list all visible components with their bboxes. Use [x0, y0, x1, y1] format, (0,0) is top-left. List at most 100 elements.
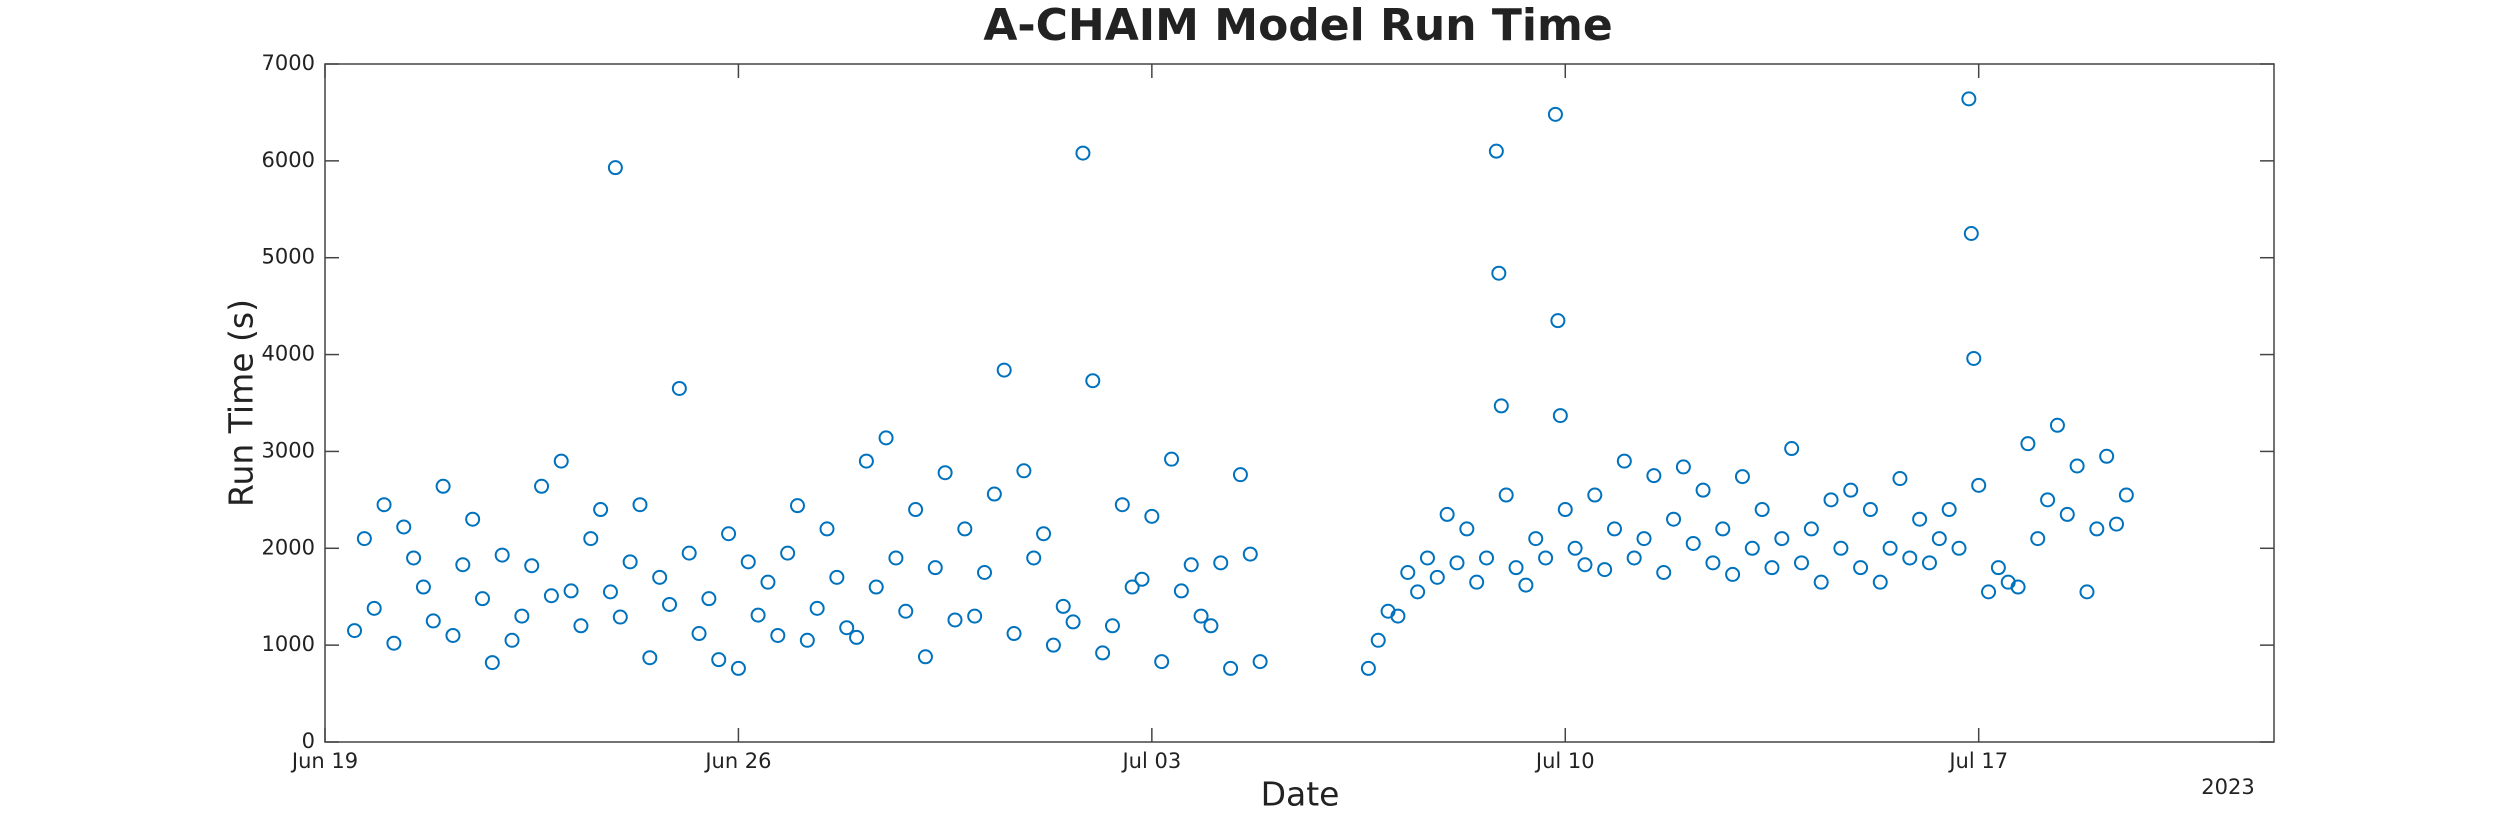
data-point — [607, 160, 623, 176]
data-point — [849, 629, 865, 645]
data-point — [1491, 265, 1507, 281]
data-point — [2089, 521, 2105, 537]
data-point — [504, 632, 520, 648]
data-point — [1941, 502, 1957, 518]
data-point — [1872, 574, 1888, 590]
data-point — [534, 478, 550, 494]
data-point — [1479, 550, 1495, 566]
y-tick-label: 5000 — [262, 245, 315, 269]
data-point — [2049, 417, 2065, 433]
data-point — [612, 609, 628, 625]
data-point — [927, 560, 943, 576]
y-tick-label: 6000 — [262, 148, 315, 172]
data-point — [898, 603, 914, 619]
data-point — [1419, 550, 1435, 566]
chart-title: A-CHAIM Model Run Time — [983, 0, 1612, 51]
data-point — [1154, 654, 1170, 670]
data-point — [1459, 521, 1475, 537]
data-point — [662, 596, 678, 612]
data-point — [435, 478, 451, 494]
data-point — [415, 579, 431, 595]
data-point — [1055, 598, 1071, 614]
data-point — [1862, 502, 1878, 518]
data-point — [858, 453, 874, 469]
data-point — [691, 626, 707, 642]
data-point — [583, 531, 599, 547]
data-point — [1439, 506, 1455, 522]
data-point — [2010, 579, 2026, 595]
y-tick-label: 4000 — [262, 342, 315, 366]
data-point — [721, 526, 737, 542]
y-tick-label: 2000 — [262, 535, 315, 559]
data-point — [1203, 618, 1219, 634]
data-point — [1518, 577, 1534, 593]
data-point — [1252, 654, 1268, 670]
data-point — [711, 652, 727, 668]
data-point — [2079, 584, 2095, 600]
data-point — [1675, 459, 1691, 475]
data-point — [1547, 106, 1563, 122]
data-point — [1794, 555, 1810, 571]
data-point — [1006, 626, 1022, 642]
data-point — [1833, 540, 1849, 556]
data-point — [484, 655, 500, 671]
data-point — [1597, 562, 1613, 578]
data-point — [1429, 569, 1445, 585]
data-point — [1685, 535, 1701, 551]
data-point — [2030, 531, 2046, 547]
data-point — [977, 565, 993, 580]
data-point — [1744, 540, 1760, 556]
data-point — [1488, 143, 1504, 159]
plot-frame — [324, 63, 2275, 743]
data-point — [494, 547, 510, 563]
data-point — [376, 497, 392, 513]
x-tick-label: Jun 19 — [290, 749, 358, 773]
data-point — [1754, 502, 1770, 518]
data-point — [1951, 540, 1967, 556]
data-point — [1646, 468, 1662, 484]
data-point — [917, 649, 933, 665]
data-point — [1144, 508, 1160, 524]
data-point — [1036, 526, 1052, 542]
x-tick-label: Jul 03 — [1120, 749, 1181, 773]
data-point — [593, 502, 609, 518]
data-point — [1173, 583, 1189, 599]
data-point — [474, 591, 490, 607]
data-point — [1183, 557, 1199, 573]
data-point — [1912, 511, 1928, 527]
data-point — [455, 557, 471, 573]
data-point — [356, 531, 372, 547]
data-point — [524, 558, 540, 574]
data-point — [1065, 614, 1081, 630]
data-point — [1469, 574, 1485, 590]
x-tick-label: Jun 26 — [703, 749, 771, 773]
year-label: 2023 — [2201, 775, 2254, 799]
data-point — [819, 521, 835, 537]
data-point — [1656, 565, 1672, 580]
data-point — [1853, 560, 1869, 576]
data-point — [760, 574, 776, 590]
data-point — [789, 498, 805, 514]
data-point — [1552, 408, 1568, 424]
data-point — [1695, 482, 1711, 498]
data-point — [1075, 145, 1091, 161]
data-point — [1803, 521, 1819, 537]
y-axis-label: Run Time (s) — [222, 299, 261, 507]
data-point — [1164, 451, 1180, 467]
data-point — [996, 362, 1012, 378]
data-point — [671, 380, 687, 396]
data-point — [1882, 540, 1898, 556]
data-point — [1616, 453, 1632, 469]
data-point — [947, 612, 963, 628]
data-point — [1370, 632, 1386, 648]
data-point — [986, 486, 1002, 502]
data-point — [829, 569, 845, 585]
data-point — [573, 618, 589, 634]
y-tick-label: 7000 — [262, 51, 315, 75]
data-point — [770, 627, 786, 643]
data-point — [878, 430, 894, 446]
data-point — [1400, 565, 1416, 580]
data-point — [1725, 566, 1741, 582]
